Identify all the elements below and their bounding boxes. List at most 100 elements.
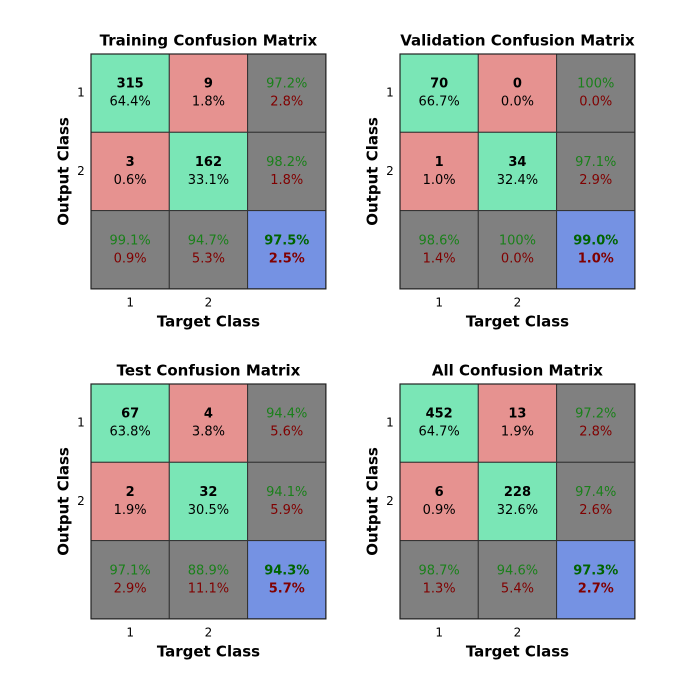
cell-count: 315 [117, 77, 144, 92]
cell-percent: 1.0% [423, 173, 456, 188]
column-summary-error: 0.9% [114, 251, 147, 266]
cell-count: 6 [435, 485, 444, 500]
overall-accuracy: 97.3% [573, 563, 618, 578]
row-summary-cell [247, 383, 327, 463]
row-summary-error: 5.6% [270, 425, 303, 440]
overall-accuracy-cell [556, 540, 636, 620]
incorrect-cell [90, 131, 170, 212]
cell-count: 13 [508, 407, 526, 422]
column-summary-cell [168, 210, 249, 290]
row-summary-error: 2.8% [270, 95, 303, 110]
y-tick-label: 1 [77, 416, 85, 430]
column-summary-error: 5.4% [501, 581, 534, 596]
cell-percent: 32.4% [497, 173, 538, 188]
y-axis-label: Output Class [364, 447, 382, 556]
overall-error: 2.5% [269, 251, 305, 266]
cell-percent: 3.8% [192, 425, 225, 440]
column-summary-error: 1.4% [423, 251, 456, 266]
cell-count: 2 [126, 485, 135, 500]
row-summary-correct: 98.2% [266, 155, 307, 170]
correct-cell [399, 383, 479, 463]
incorrect-cell [90, 461, 170, 542]
cell-count: 32 [199, 485, 217, 500]
column-summary-cell [168, 540, 249, 620]
column-summary-correct: 100% [499, 233, 536, 248]
cell-percent: 64.4% [109, 95, 150, 110]
row-summary-error: 2.9% [579, 173, 612, 188]
cell-percent: 0.6% [114, 173, 147, 188]
column-summary-correct: 88.9% [188, 563, 229, 578]
cell-count: 34 [508, 155, 526, 170]
column-summary-correct: 94.7% [188, 233, 229, 248]
y-tick-label: 1 [386, 416, 394, 430]
row-summary-cell [556, 131, 636, 212]
confusion-matrix-panel-2: Validation Confusion Matrix 70 66.7% 0 0.0% 1… [364, 32, 636, 330]
row-summary-correct: 97.4% [575, 485, 616, 500]
overall-accuracy: 99.0% [573, 233, 618, 248]
incorrect-cell [477, 53, 558, 133]
cell-count: 67 [121, 407, 139, 422]
row-summary-error: 1.8% [270, 173, 303, 188]
row-summary-cell [247, 53, 327, 133]
x-tick-label: 2 [514, 625, 522, 639]
row-summary-correct: 97.2% [575, 407, 616, 422]
cell-count: 4 [204, 407, 213, 422]
correct-cell [90, 53, 170, 133]
y-tick-label: 2 [386, 494, 394, 508]
cell-percent: 30.5% [188, 503, 229, 518]
x-tick-label: 2 [514, 295, 522, 309]
correct-cell [399, 53, 479, 133]
row-summary-cell [556, 53, 636, 133]
incorrect-cell [477, 383, 558, 463]
y-tick-label: 1 [77, 86, 85, 100]
row-summary-cell [556, 461, 636, 542]
confusion-matrix-panel-4: All Confusion Matrix 452 64.7% 13 1.9% 97.2% 2… [364, 362, 636, 660]
row-summary-error: 0.0% [579, 95, 612, 110]
y-tick-label: 2 [77, 494, 85, 508]
row-summary-cell [247, 461, 327, 542]
row-summary-error: 5.9% [270, 503, 303, 518]
confusion-matrix-panel-3: Test Confusion Matrix 67 63.8% 4 3.8% 94.4% 5.… [55, 362, 327, 660]
correct-cell [477, 131, 558, 212]
column-summary-cell [477, 210, 558, 290]
correct-cell [168, 461, 249, 542]
row-summary-correct: 97.2% [266, 77, 307, 92]
cell-percent: 33.1% [188, 173, 229, 188]
x-tick-label: 1 [435, 625, 443, 639]
cell-count: 70 [430, 77, 448, 92]
cell-count: 0 [513, 77, 522, 92]
column-summary-correct: 98.6% [418, 233, 459, 248]
cell-count: 452 [426, 407, 453, 422]
cell-count: 9 [204, 77, 213, 92]
x-axis-label: Target Class [157, 642, 260, 660]
x-axis-label: Target Class [466, 642, 569, 660]
correct-cell [477, 461, 558, 542]
row-summary-correct: 94.4% [266, 407, 307, 422]
x-tick-label: 2 [205, 625, 213, 639]
cell-percent: 66.7% [418, 95, 459, 110]
row-summary-correct: 97.1% [575, 155, 616, 170]
matrix-title: Test Confusion Matrix [117, 362, 301, 380]
column-summary-correct: 97.1% [109, 563, 150, 578]
y-tick-label: 2 [386, 164, 394, 178]
x-axis-label: Target Class [466, 312, 569, 330]
y-axis-label: Output Class [55, 117, 73, 226]
cell-percent: 63.8% [109, 425, 150, 440]
row-summary-cell [247, 131, 327, 212]
correct-cell [168, 131, 249, 212]
column-summary-error: 11.1% [188, 581, 229, 596]
column-summary-error: 5.3% [192, 251, 225, 266]
y-tick-label: 2 [77, 164, 85, 178]
x-tick-label: 2 [205, 295, 213, 309]
matrix-title: Training Confusion Matrix [100, 32, 318, 50]
cell-count: 1 [435, 155, 444, 170]
matrix-title: All Confusion Matrix [432, 362, 603, 380]
matrix-frame [399, 53, 636, 290]
row-summary-correct: 100% [577, 77, 614, 92]
incorrect-cell [399, 461, 479, 542]
incorrect-cell [168, 383, 249, 463]
x-axis-label: Target Class [157, 312, 260, 330]
overall-error: 1.0% [578, 251, 614, 266]
column-summary-cell [399, 540, 479, 620]
cell-percent: 0.9% [423, 503, 456, 518]
